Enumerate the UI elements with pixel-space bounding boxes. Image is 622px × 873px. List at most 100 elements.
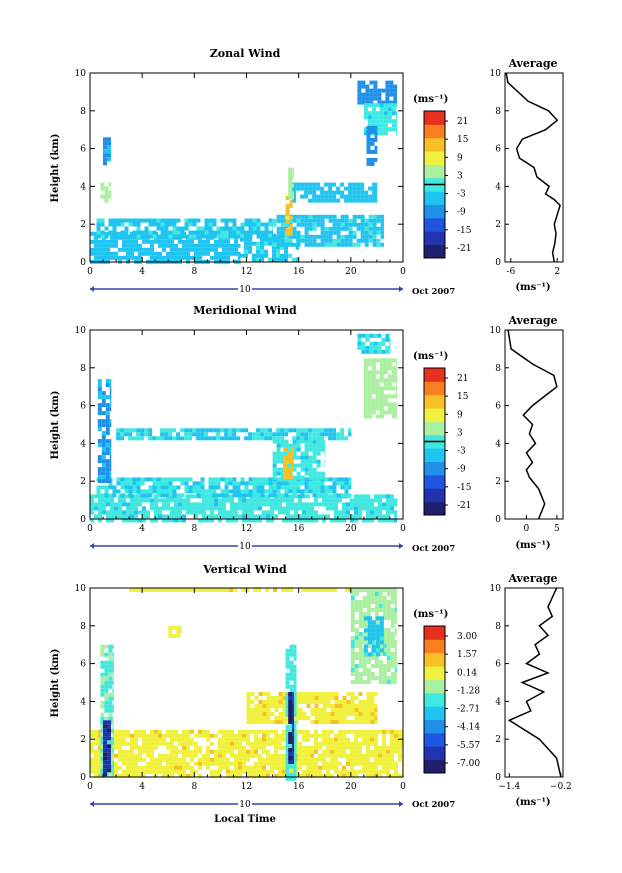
heatmap-cell	[240, 253, 244, 258]
heatmap-cell	[254, 773, 258, 778]
heatmap-cell	[391, 374, 396, 379]
heatmap-cell	[90, 765, 94, 770]
heatmap-cell	[390, 773, 394, 778]
heatmap-cell	[285, 760, 290, 765]
heatmap-cell	[109, 459, 112, 464]
heatmap-cell	[282, 765, 286, 770]
heatmap-cell	[377, 96, 382, 101]
heatmap-cell	[358, 720, 363, 724]
heatmap-cell	[258, 737, 262, 742]
heatmap-cell	[109, 439, 112, 444]
heatmap-cell	[274, 514, 278, 519]
heatmap-cell	[366, 749, 370, 754]
heatmap-cell	[250, 720, 255, 724]
heatmap-cell	[250, 692, 255, 696]
heatmap-cell	[98, 753, 102, 758]
heatmap-cell	[124, 230, 129, 235]
heatmap-cell	[134, 518, 138, 523]
heatmap-cell	[379, 374, 384, 379]
heatmap-cell	[204, 432, 209, 437]
heatmap-cell	[304, 182, 309, 187]
heatmap-cell	[344, 194, 349, 199]
heatmap-cell	[170, 255, 174, 260]
heatmap-cell	[242, 733, 246, 738]
heatmap-cell	[218, 757, 222, 762]
heatmap-cell	[289, 644, 294, 649]
heatmap-cell	[308, 439, 313, 444]
heatmap-cell	[214, 733, 218, 738]
heatmap-cell	[316, 459, 321, 464]
heatmap-cell	[112, 708, 114, 713]
heatmap-cell	[379, 366, 384, 371]
heatmap-cell	[154, 239, 158, 244]
heatmap-cell	[108, 740, 113, 745]
heatmap-cell	[287, 471, 291, 476]
heatmap-cell	[118, 231, 122, 236]
colorbar-tick-label: -21	[457, 501, 472, 511]
heatmap-cell	[90, 769, 94, 774]
heatmap-cell	[90, 745, 94, 750]
heatmap-cell	[394, 737, 398, 742]
heatmap-cell	[304, 485, 309, 490]
heatmap-cell	[109, 403, 112, 408]
heatmap-cell	[166, 745, 170, 750]
heatmap-cell	[180, 436, 185, 441]
heatmap-cell	[328, 230, 333, 235]
heatmap-cell	[196, 230, 201, 235]
heatmap-cell	[346, 773, 350, 778]
heatmap-cell	[107, 157, 111, 162]
heatmap-cell	[395, 390, 397, 395]
heatmap-cell	[136, 428, 141, 433]
heatmap-cell	[381, 88, 386, 93]
heatmap-cell	[144, 477, 149, 482]
heatmap-cell	[354, 518, 358, 523]
heatmap-cell	[107, 728, 111, 733]
heatmap-cell	[194, 247, 198, 252]
heatmap-cell	[371, 648, 376, 653]
heatmap-cell	[90, 251, 94, 256]
heatmap-cell	[350, 753, 354, 758]
heatmap-cell	[105, 447, 110, 452]
x-tick-label: 16	[293, 267, 305, 277]
profile-frame	[504, 587, 564, 778]
heatmap-cell	[236, 493, 241, 498]
heatmap-cell	[294, 514, 298, 519]
heatmap-cell	[320, 234, 325, 239]
heatmap-cell	[390, 664, 395, 668]
heatmap-cell	[128, 493, 133, 498]
heatmap-cell	[330, 761, 334, 766]
heatmap-cell	[208, 222, 213, 227]
heatmap-cell	[302, 745, 306, 750]
heatmap-cell	[172, 230, 177, 235]
heatmap-cell	[358, 604, 363, 608]
heatmap-cell	[363, 115, 368, 120]
heatmap-cell	[102, 243, 106, 248]
heatmap-cell	[382, 769, 386, 774]
heatmap-cell	[312, 467, 317, 472]
heatmap-cell	[180, 629, 182, 634]
heatmap-cell	[350, 708, 355, 712]
heatmap-cell	[170, 761, 174, 766]
heatmap-cell	[164, 489, 169, 494]
heatmap-cell	[357, 341, 362, 346]
heatmap-cell	[394, 596, 397, 600]
heatmap-cell	[293, 708, 297, 713]
heatmap-cell	[288, 253, 292, 258]
heatmap-cell	[158, 765, 162, 770]
heatmap-cell	[100, 222, 105, 227]
heatmap-cell	[362, 656, 367, 660]
heatmap-cell	[364, 198, 369, 203]
heatmap-cell	[145, 588, 150, 592]
colorbar-tick-label: 15	[457, 392, 469, 402]
heatmap-cell	[366, 608, 371, 612]
y-tick-label: 8	[80, 364, 86, 374]
colorbar-segment	[424, 217, 445, 232]
heatmap-cell	[218, 243, 222, 248]
heatmap-cell	[156, 481, 161, 486]
heatmap-cell	[382, 757, 386, 762]
x-tick-label: 16	[293, 782, 305, 792]
heatmap-cell	[152, 477, 157, 482]
heatmap-cell	[210, 733, 214, 738]
heatmap-cell	[268, 485, 273, 490]
heatmap-cell	[379, 362, 384, 367]
